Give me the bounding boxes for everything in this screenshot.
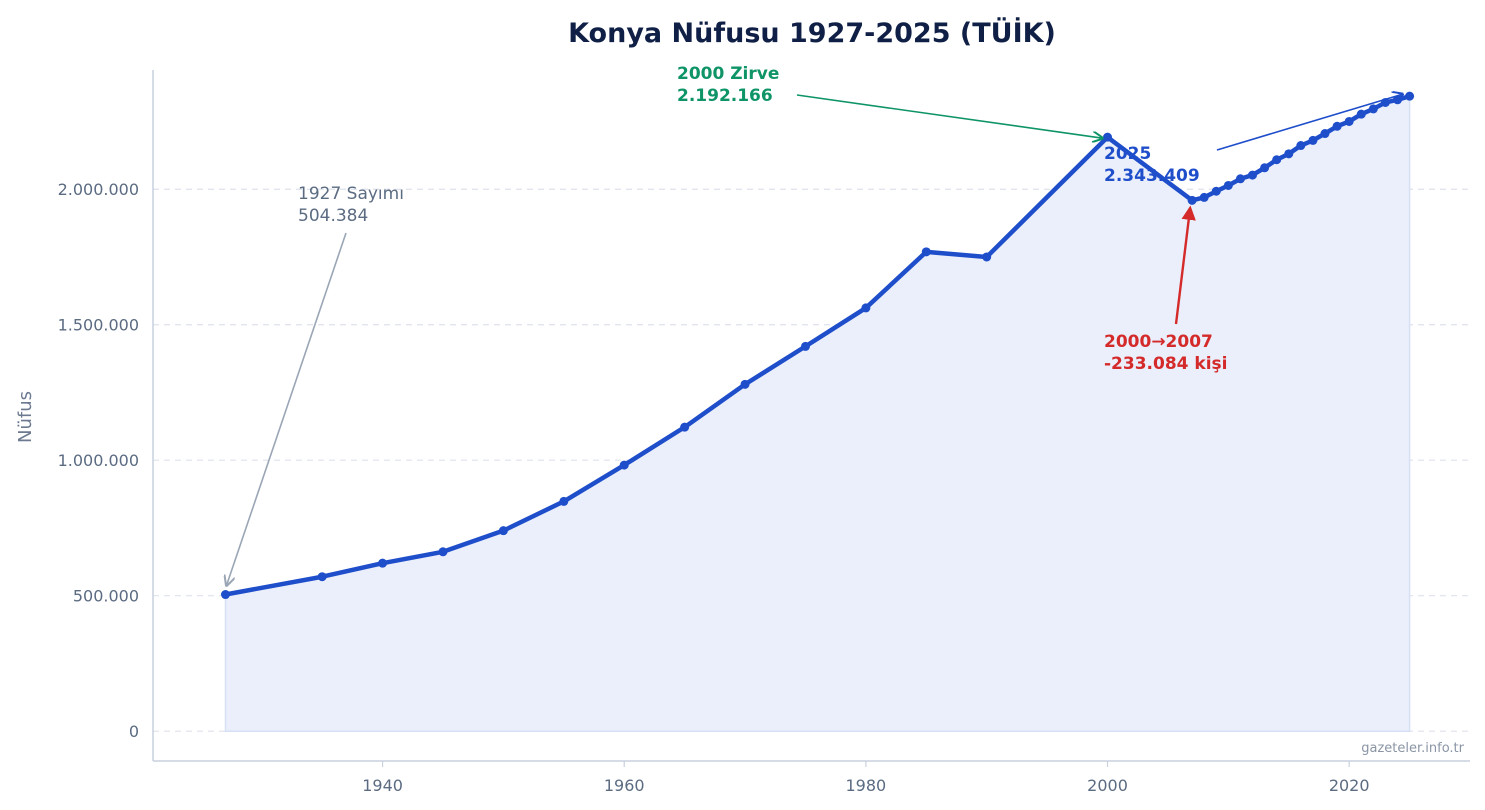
data-point	[1405, 91, 1415, 101]
data-point	[740, 379, 750, 389]
y-axis-label: Nüfus	[15, 391, 36, 443]
annotation-line: -233.084 kişi	[1104, 354, 1227, 374]
chart-title: Konya Nüfusu 1927-2025 (TÜİK)	[568, 16, 1056, 49]
data-point	[317, 572, 327, 582]
data-point	[220, 590, 230, 600]
annotation-label: 2025 2.343.409	[1104, 144, 1200, 186]
data-point	[1296, 141, 1306, 151]
annotation-arrow	[796, 94, 1103, 138]
watermark: gazeteler.info.tr	[1361, 741, 1464, 756]
annotation-line: 2.343.409	[1104, 166, 1200, 186]
data-point	[1187, 195, 1197, 205]
data-point	[619, 460, 629, 470]
annotation-label: 1927 Sayımı 504.384	[298, 184, 404, 226]
x-tick-label: 2020	[1329, 776, 1370, 795]
data-point	[1344, 116, 1354, 126]
data-point	[1284, 149, 1294, 159]
data-point	[982, 252, 992, 262]
data-point	[1103, 132, 1113, 142]
x-tick-label: 1980	[846, 776, 887, 795]
annotation-line: 2.192.166	[677, 86, 773, 106]
data-point	[1272, 155, 1282, 165]
annotation-label: 2000→2007 -233.084 kişi	[1104, 332, 1227, 374]
data-point	[1199, 192, 1209, 202]
x-tick-label: 1960	[604, 776, 645, 795]
annotation-arrow	[226, 232, 347, 586]
data-point	[921, 247, 931, 257]
data-point	[498, 526, 508, 536]
y-tick-label: 1.000.000	[58, 451, 139, 470]
axes	[152, 70, 1470, 762]
data-point	[861, 303, 871, 313]
y-tick-label: 500.000	[73, 587, 139, 606]
y-ticks: 0 500.000 1.000.000 1.500.000 2.000.000	[58, 180, 139, 741]
annotation-label: 2000 Zirve 2.192.166	[677, 64, 779, 106]
annotation-line: 2025	[1104, 144, 1151, 164]
data-point	[1235, 174, 1245, 184]
annotation-line: 1927 Sayımı	[298, 184, 404, 204]
data-point	[1368, 104, 1378, 114]
x-tick-label: 2000	[1087, 776, 1128, 795]
data-point	[1332, 121, 1342, 131]
annotation-arrow	[1216, 94, 1403, 151]
x-ticks: 1940 1960 1980 2000 2020	[362, 761, 1370, 795]
annotations: 1927 Sayımı 504.384 2000 Zirve 2.192.166 202…	[226, 64, 1402, 586]
data-point	[1320, 129, 1330, 139]
annotation-line: 2000 Zirve	[677, 64, 779, 84]
annotation-line: 504.384	[298, 206, 368, 226]
data-point	[378, 558, 388, 568]
annotation-arrow	[1174, 205, 1196, 325]
x-tick-label: 1940	[362, 776, 403, 795]
data-point	[1223, 180, 1233, 190]
data-point	[680, 422, 690, 432]
data-point	[1248, 170, 1258, 180]
data-point	[559, 496, 569, 506]
data-point	[1260, 163, 1270, 173]
series-group	[220, 91, 1415, 600]
y-tick-label: 1.500.000	[58, 316, 139, 335]
data-point	[438, 547, 448, 557]
y-tick-label: 2.000.000	[58, 180, 139, 199]
annotation-line: 2000→2007	[1104, 332, 1213, 352]
data-point	[1308, 135, 1318, 145]
y-tick-label: 0	[129, 722, 139, 741]
data-point	[1211, 186, 1221, 196]
data-point	[800, 341, 810, 351]
data-point	[1356, 109, 1366, 119]
